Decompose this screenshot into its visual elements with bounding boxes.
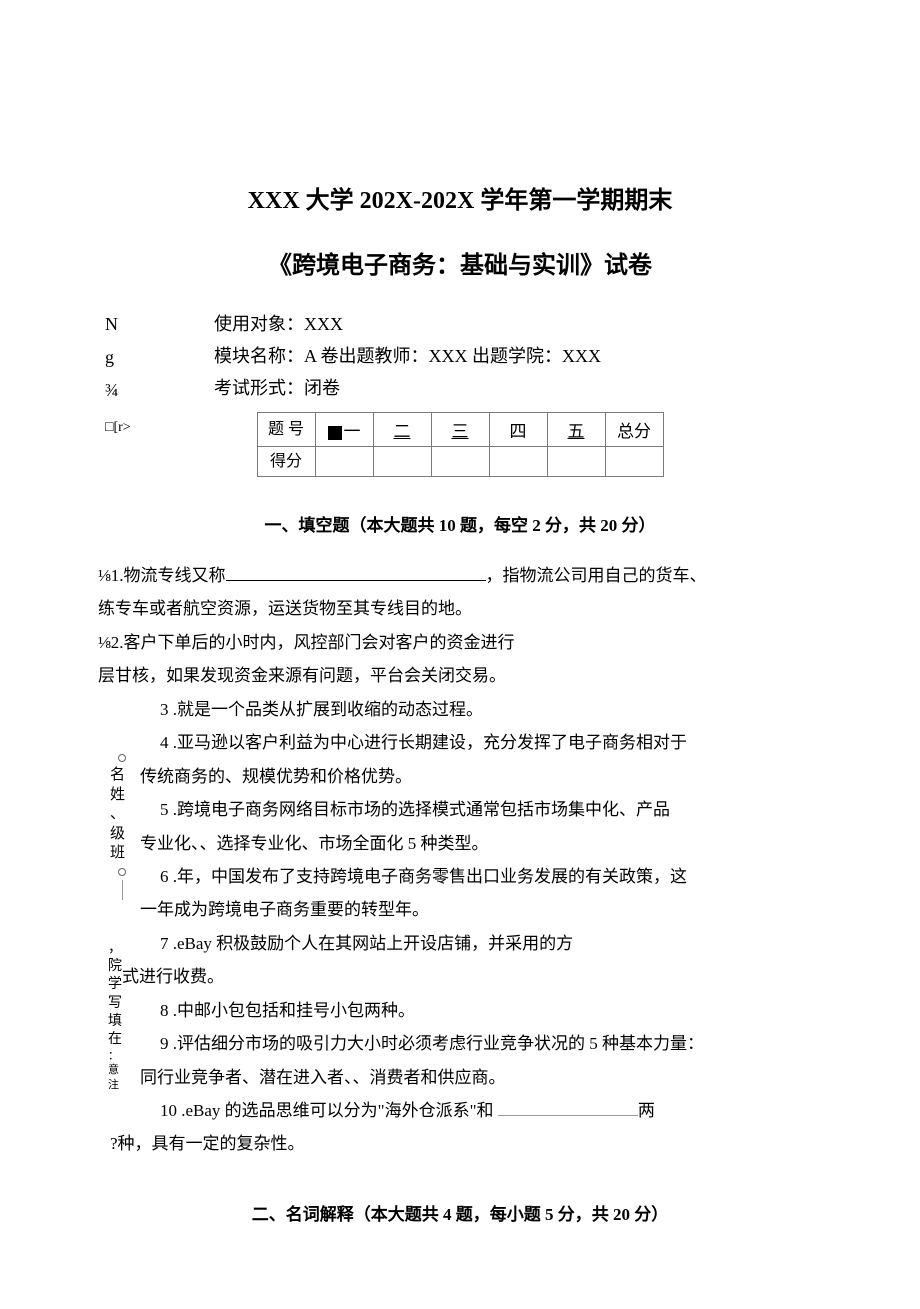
side-glyph-frac: ¾ [105, 376, 119, 405]
vert-char: ： [108, 1049, 132, 1063]
score-header-label: 题 号 [257, 413, 315, 447]
vertical-label-class: 名 姓 、 级 班 [110, 750, 134, 902]
score-col-2: 二 [373, 413, 431, 447]
dot-icon [118, 868, 126, 876]
q7-line2: 式进行收费。 [100, 961, 820, 992]
vert-char: 名 [110, 766, 134, 786]
q1-line1: ⅛1.物流专线又称 ，指物流公司用自己的货车、 [98, 560, 820, 591]
score-row-label: 得分 [257, 447, 315, 477]
vert-char: 学 [108, 976, 132, 994]
q8: 8 .中邮小包包括和挂号小包两种。 [100, 995, 820, 1026]
section1-heading: 一、填空题（本大题共 10 题，每空 2 分，共 20 分） [100, 511, 820, 536]
side-glyph-column: N g ¾ [105, 310, 119, 408]
corner-glyph: □[r> [105, 420, 131, 436]
score-col-4: 四 [489, 413, 547, 447]
score-cell [489, 447, 547, 477]
meta-examtype: 考试形式：闭卷 [214, 374, 820, 400]
q3: 3 .就是一个品类从扩展到收缩的动态过程。 [100, 694, 820, 725]
q1-text-b: ，指物流公司用自己的货车、 [486, 566, 707, 585]
meta-usage: 使用对象：XXX [214, 310, 820, 336]
score-col-1-text: 一 [344, 422, 361, 441]
meta-module: 模块名称：A 卷出题教师：XXX 出题学院：XXX [214, 342, 820, 368]
vert-char: 在 [108, 1031, 132, 1049]
vert-char: 、 [110, 805, 134, 825]
section2-heading: 二、名词解释（本大题共 4 题，每小题 5 分，共 20 分） [100, 1200, 820, 1225]
q1-text-a: ⅛1.物流专线又称 [98, 566, 226, 585]
score-col-1: 一 [315, 413, 373, 447]
dot-icon [118, 754, 126, 762]
score-cell [431, 447, 489, 477]
q4-line1: 4 .亚马逊以客户利益为中心进行长期建设，充分发挥了电子商务相对于 [100, 727, 820, 758]
q2-line1: ⅛2.客户下单后的小时内，风控部门会对客户的资金进行 [98, 627, 820, 658]
q5-line2: 专业化、、选择专业化、市场全面化 5 种类型。 [100, 828, 820, 859]
vertical-label-note: ， 院 学 写 填 在 ： 意 注 [108, 940, 132, 1092]
vert-line-icon [122, 880, 123, 900]
vert-char: 院 [108, 958, 132, 976]
table-row: 得分 [257, 447, 663, 477]
score-cell [373, 447, 431, 477]
table-row: 题 号 一 二 三 四 五 总分 [257, 413, 663, 447]
q1-line2: 练专车或者航空资源，运送货物至其专线目的地。 [98, 593, 820, 624]
title-sub: 《跨境电子商务：基础与实训》试卷 [100, 245, 820, 280]
title-main: XXX 大学 202X-202X 学年第一学期期末 [100, 180, 820, 215]
score-table: 题 号 一 二 三 四 五 总分 得分 [257, 412, 664, 477]
side-glyph-g: g [105, 343, 119, 372]
blank-line [498, 1099, 638, 1116]
q9-line1: 9 .评估细分市场的吸引力大小时必须考虑行业竞争状况的 5 种基本力量： [100, 1028, 820, 1059]
q5-line1: 5 .跨境电子商务网络目标市场的选择模式通常包括市场集中化、产品 [100, 794, 820, 825]
blank-line [226, 564, 486, 581]
vert-char: 姓 [110, 786, 134, 806]
vert-char: 填 [108, 1013, 132, 1031]
score-cell [547, 447, 605, 477]
score-cell [315, 447, 373, 477]
vert-char: ， [108, 940, 132, 958]
q9-line2: 同行业竞争者、潜在进入者、、消费者和供应商。 [100, 1062, 820, 1093]
q6-line2: 一年成为跨境电子商务重要的转型年。 [100, 894, 820, 925]
q6-line1: 6 .年，中国发布了支持跨境电子商务零售出口业务发展的有关政策，这 [100, 861, 820, 892]
score-col-3: 三 [431, 413, 489, 447]
q10-line1: 10 .eBay 的选品思维可以分为"海外仓派系"和 两 [100, 1095, 820, 1126]
q10-text-a: 10 .eBay 的选品思维可以分为"海外仓派系"和 [160, 1101, 498, 1120]
vert-char: 注 [108, 1078, 132, 1092]
side-glyph-n: N [105, 310, 119, 339]
q4-line2: 传统商务的、规模优势和价格优势。 [100, 761, 820, 792]
section1-questions: ⅛1.物流专线又称 ，指物流公司用自己的货车、 练专车或者航空资源，运送货物至其专… [100, 560, 820, 1160]
vert-char: 意 [108, 1063, 132, 1077]
score-col-5: 五 [547, 413, 605, 447]
q2-line2: 层甘核，如果发现资金来源有问题，平台会关闭交易。 [98, 660, 820, 691]
q10-text-b: 两 [638, 1101, 655, 1120]
black-square-icon [328, 426, 342, 440]
score-cell [605, 447, 663, 477]
q10-line2: ?种，具有一定的复杂性。 [100, 1128, 820, 1159]
vert-char: 级 [110, 825, 134, 845]
q7-line1: 7 .eBay 积极鼓励个人在其网站上开设店铺，并采用的方 [100, 928, 820, 959]
score-col-total: 总分 [605, 413, 663, 447]
vert-char: 写 [108, 995, 132, 1013]
vert-char: 班 [110, 844, 134, 864]
